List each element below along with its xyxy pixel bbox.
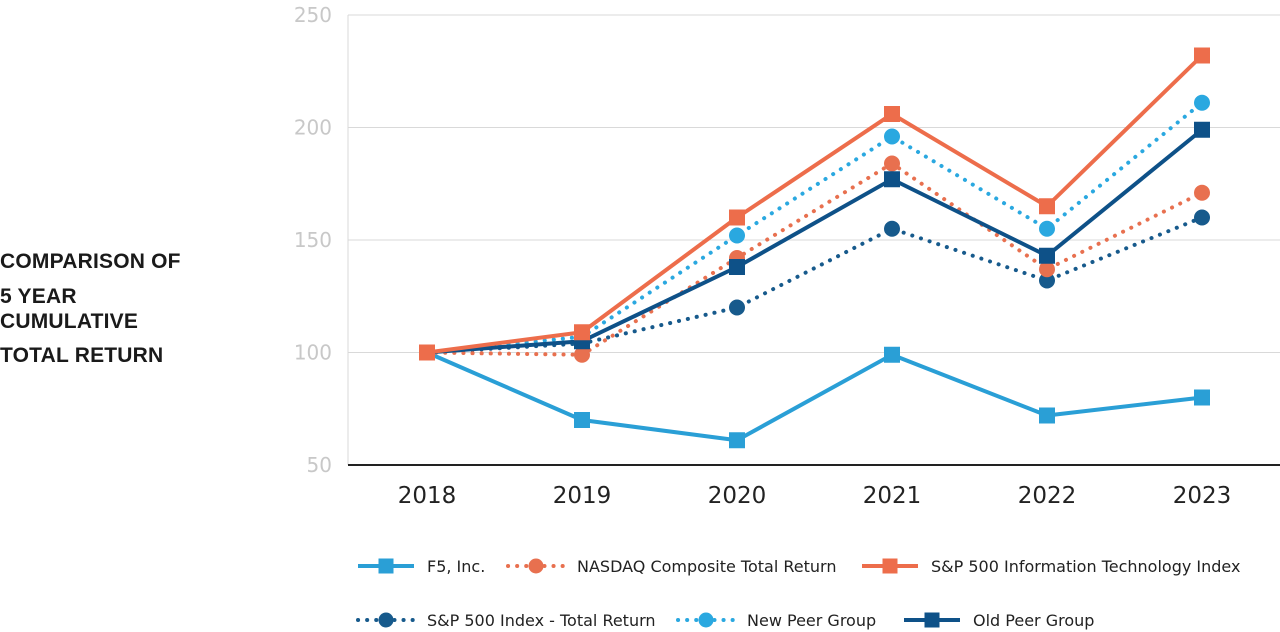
y-tick-label: 50: [307, 453, 332, 477]
series-new-peer-group: [419, 94, 1210, 361]
data-point-sandp-500-information-technology-index: [574, 324, 590, 341]
data-point-sandp-500-information-technology-index: [419, 344, 435, 361]
legend-label: NASDAQ Composite Total Return: [577, 557, 836, 576]
legend-label: S&P 500 Information Technology Index: [931, 557, 1240, 576]
legend-item-old-peer-group: Old Peer Group: [904, 611, 1094, 630]
legend-item-f5-inc: F5, Inc.: [358, 557, 485, 576]
legend-item-new-peer-group: New Peer Group: [676, 611, 876, 630]
legend-label: Old Peer Group: [973, 611, 1094, 630]
y-tick-label: 200: [294, 116, 332, 140]
data-point-nasdaq-composite-total-return: [884, 155, 900, 172]
data-point-old-peer-group: [729, 259, 745, 275]
data-point-sandp-500-information-technology-index: [882, 558, 898, 574]
series-old-peer-group: [419, 121, 1210, 361]
data-point-sandp-500-information-technology-index: [1039, 198, 1055, 215]
series-f5-inc: [419, 344, 1210, 449]
data-point-sandp-500-information-technology-index: [884, 106, 900, 122]
data-point-new-peer-group: [1039, 220, 1055, 237]
data-point-old-peer-group: [924, 612, 940, 628]
series-line-nasdaq-composite-total-return: [425, 161, 1204, 357]
y-tick-label: 100: [294, 341, 332, 365]
side-title-line-3: CUMULATIVE: [0, 310, 139, 333]
y-tick-label: 150: [294, 228, 332, 252]
data-point-nasdaq-composite-total-return: [1194, 184, 1210, 201]
series-nasdaq-composite-total-return: [419, 155, 1210, 363]
x-tick-label: 2019: [553, 483, 612, 509]
data-point-f5-inc: [1039, 407, 1055, 424]
y-axis-ticks: 50 100 150 200 250: [294, 3, 332, 477]
side-title-line-1: COMPARISON OF: [0, 250, 181, 273]
side-title-line-2: 5 YEAR: [0, 285, 77, 308]
series-line-old-peer-group: [426, 128, 1204, 355]
grid-lines: [347, 14, 1280, 465]
data-point-new-peer-group: [1194, 94, 1210, 111]
data-point-sandp-500-index-total-return: [884, 220, 900, 237]
legend-label: New Peer Group: [747, 611, 876, 630]
chart-side-title: COMPARISON OF 5 YEAR CUMULATIVE TOTAL RE…: [0, 250, 240, 368]
data-point-f5-inc: [574, 412, 590, 428]
x-tick-label: 2023: [1173, 483, 1232, 509]
x-tick-label: 2021: [863, 483, 922, 509]
data-point-old-peer-group: [1194, 121, 1210, 138]
data-point-f5-inc: [378, 558, 394, 574]
data-point-nasdaq-composite-total-return: [1039, 261, 1055, 278]
data-point-sandp-500-index-total-return: [378, 612, 394, 628]
series-line-new-peer-group: [425, 100, 1204, 355]
data-point-nasdaq-composite-total-return: [528, 558, 544, 574]
data-point-f5-inc: [729, 432, 745, 449]
legend-item-sandp-500-information-technology-index: S&P 500 Information Technology Index: [862, 557, 1240, 576]
legend-item-nasdaq-composite-total-return: NASDAQ Composite Total Return: [506, 557, 836, 576]
series-line-f5-inc: [426, 350, 1203, 443]
data-point-sandp-500-information-technology-index: [1194, 47, 1210, 64]
y-tick-label: 250: [294, 3, 332, 27]
data-point-new-peer-group: [729, 227, 745, 244]
x-tick-label: 2022: [1018, 483, 1077, 509]
series-sandp-500-information-technology-index: [419, 47, 1210, 361]
x-tick-label: 2020: [708, 483, 767, 509]
data-point-old-peer-group: [1039, 247, 1055, 264]
x-axis-ticks: 2018 2019 2020 2021 2022 2023: [398, 483, 1232, 509]
data-point-sandp-500-index-total-return: [729, 299, 745, 316]
legend-label: F5, Inc.: [427, 557, 485, 576]
data-point-f5-inc: [884, 346, 900, 363]
data-point-old-peer-group: [884, 171, 900, 188]
series-line-sandp-500-information-technology-index: [426, 54, 1204, 355]
series-lines: [419, 47, 1210, 449]
data-point-sandp-500-index-total-return: [1194, 209, 1210, 226]
data-point-sandp-500-information-technology-index: [729, 209, 745, 226]
data-point-new-peer-group: [698, 612, 714, 628]
side-title-line-4: TOTAL RETURN: [0, 344, 164, 367]
legend-item-sandp-500-index-total-return: S&P 500 Index - Total Return: [356, 611, 656, 630]
legend-label: S&P 500 Index - Total Return: [427, 611, 656, 630]
data-point-sandp-500-index-total-return: [1039, 272, 1055, 289]
series-line-sandp-500-index-total-return: [425, 215, 1204, 355]
x-tick-label: 2018: [398, 483, 457, 509]
legend: F5, Inc. NASDAQ Composite Total Return S&P…: [356, 557, 1240, 630]
data-point-nasdaq-composite-total-return: [574, 346, 590, 363]
data-point-f5-inc: [1194, 389, 1210, 406]
data-point-new-peer-group: [884, 128, 900, 145]
